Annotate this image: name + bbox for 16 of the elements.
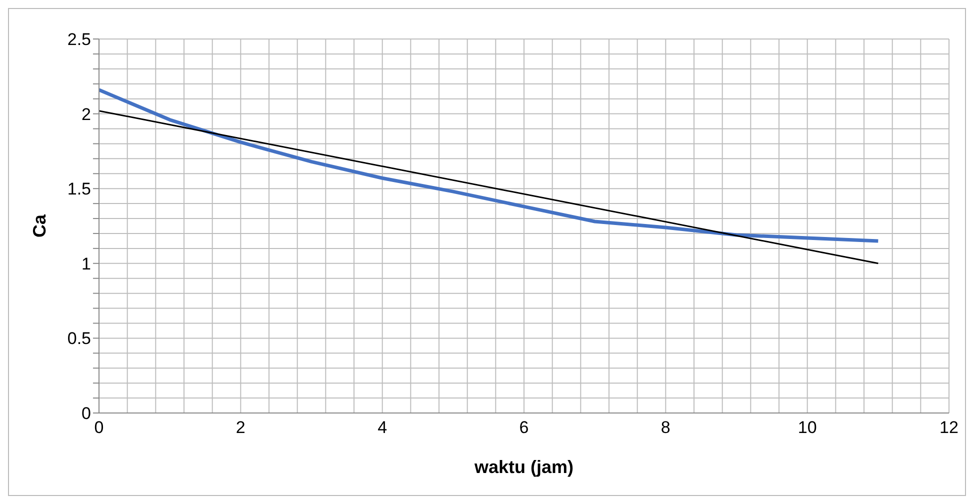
x-tick-label: 10 [798, 418, 817, 438]
y-axis-title: Ca [29, 214, 50, 238]
x-tick-label: 2 [236, 418, 246, 438]
x-tick-label: 6 [519, 418, 529, 438]
x-axis-title: waktu (jam) [473, 457, 574, 477]
y-tick-label: 1.5 [67, 180, 91, 199]
y-tick-label: 2 [82, 104, 91, 124]
x-tick-label: 8 [660, 418, 670, 438]
y-tick-label: 1 [82, 254, 91, 274]
y-tick-label: 0 [82, 404, 91, 424]
x-tick-label: 0 [94, 418, 104, 438]
x-tick-label: 4 [378, 418, 388, 438]
line-series [99, 88, 880, 243]
y-tick-label: 2.5 [67, 30, 91, 50]
y-tick-label: 0.5 [67, 329, 91, 348]
x-tick-label: 12 [940, 418, 958, 438]
